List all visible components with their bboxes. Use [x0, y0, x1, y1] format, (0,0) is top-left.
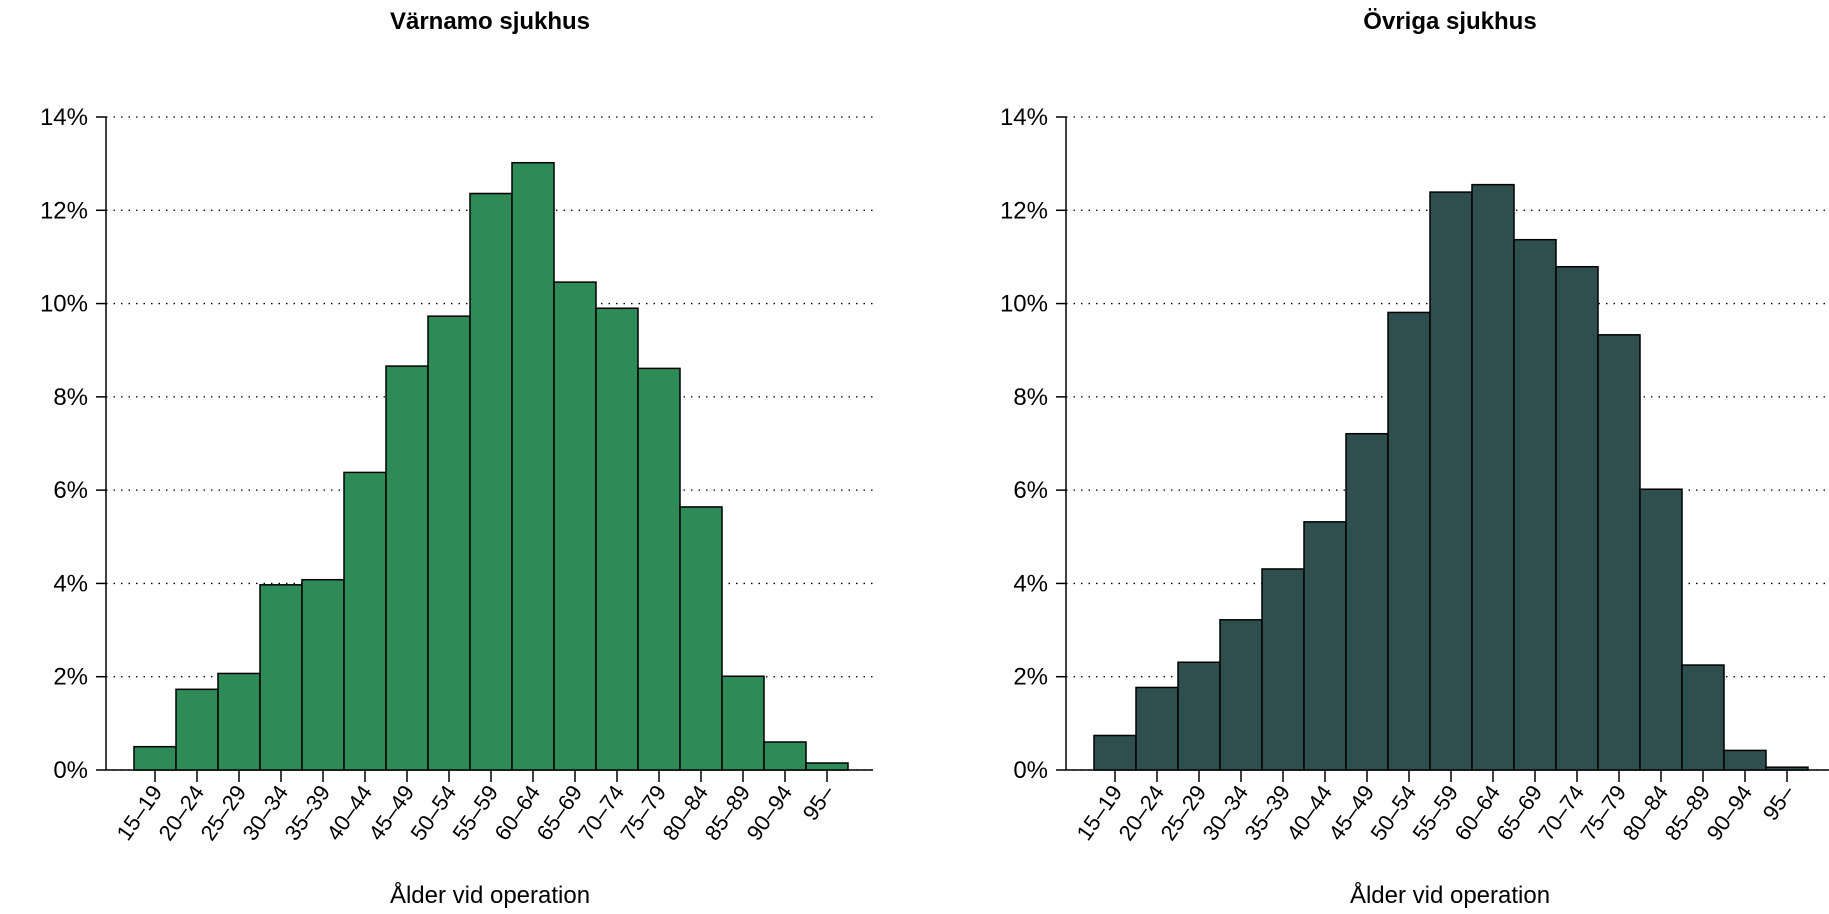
y-tick-label: 2% — [1013, 664, 1048, 691]
x-axis-label: Ålder vid operation — [390, 881, 590, 909]
bar — [1723, 749, 1767, 771]
chart-title: Övriga sjukhus — [1363, 8, 1536, 35]
bar — [1597, 334, 1641, 771]
bar — [1471, 183, 1515, 771]
x-tick-label: 90–94 — [742, 781, 798, 845]
bar — [1261, 568, 1305, 771]
y-tick-label: 10% — [40, 291, 88, 318]
bar — [175, 688, 219, 771]
y-tick-label: 0% — [1013, 757, 1048, 784]
y-tick-label: 12% — [40, 197, 88, 224]
y-tick-label: 4% — [1013, 570, 1048, 597]
bar — [1765, 766, 1809, 771]
bar — [1135, 686, 1179, 771]
bar — [763, 741, 807, 771]
y-tick-label: 8% — [1013, 384, 1048, 411]
y-tick-label: 14% — [40, 104, 88, 131]
bar — [385, 365, 429, 771]
y-tick-label: 6% — [1013, 477, 1048, 504]
y-tick-label: 12% — [1000, 197, 1048, 224]
bar — [427, 315, 471, 771]
bar — [637, 367, 681, 771]
bar — [1429, 191, 1473, 771]
bar — [133, 745, 177, 771]
y-tick-label: 4% — [53, 570, 88, 597]
bar — [1345, 432, 1389, 771]
bar — [679, 506, 723, 771]
chart-panel-2: Övriga sjukhus0%2%4%6%8%10%12%14%15–1920… — [1000, 8, 1829, 909]
x-tick-label: 90–94 — [1702, 781, 1758, 845]
y-tick-label: 10% — [1000, 291, 1048, 318]
y-tick-label: 6% — [53, 477, 88, 504]
bar — [595, 307, 639, 771]
bar — [553, 281, 597, 771]
bar — [1639, 488, 1683, 771]
bar — [217, 672, 261, 771]
bar — [1681, 664, 1725, 771]
bar — [1387, 311, 1431, 771]
chart-title: Värnamo sjukhus — [390, 8, 590, 35]
x-tick-label: 95– — [798, 780, 840, 825]
bar — [1093, 734, 1137, 771]
y-tick-label: 14% — [1000, 104, 1048, 131]
bar — [301, 578, 345, 771]
chart-panel-1: Värnamo sjukhus0%2%4%6%8%10%12%14%15–192… — [40, 8, 873, 909]
x-tick-label: 95– — [1758, 780, 1800, 825]
y-tick-label: 2% — [53, 664, 88, 691]
bar — [1555, 265, 1599, 771]
x-axis-label: Ålder vid operation — [1350, 881, 1550, 909]
bar — [511, 161, 555, 771]
bar — [721, 675, 765, 771]
bar — [343, 471, 387, 771]
bar — [1303, 521, 1347, 771]
bar — [805, 762, 849, 771]
y-tick-label: 8% — [53, 384, 88, 411]
bar — [469, 192, 513, 771]
bar — [1177, 661, 1221, 771]
bar — [1219, 619, 1263, 771]
bar — [1513, 238, 1557, 771]
y-tick-label: 0% — [53, 757, 88, 784]
bar — [259, 584, 303, 771]
